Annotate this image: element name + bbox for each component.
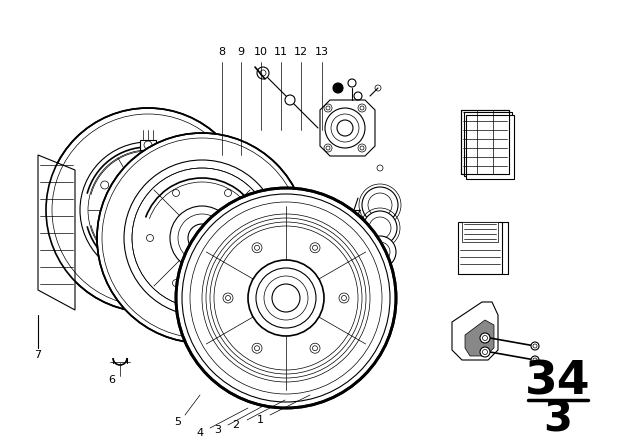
Text: 13: 13	[315, 47, 329, 57]
Circle shape	[255, 346, 259, 351]
Circle shape	[188, 224, 216, 252]
Circle shape	[97, 133, 307, 343]
Circle shape	[136, 198, 160, 222]
Bar	[461, 110, 509, 174]
Text: 3: 3	[214, 425, 221, 435]
Circle shape	[225, 296, 230, 301]
Bar	[140, 140, 156, 150]
Circle shape	[285, 95, 295, 105]
Circle shape	[364, 236, 396, 268]
Circle shape	[531, 356, 539, 364]
Text: 34: 34	[525, 359, 591, 405]
Circle shape	[531, 342, 539, 350]
Circle shape	[255, 245, 259, 250]
Bar	[461, 110, 509, 174]
Text: 11: 11	[274, 47, 288, 57]
Polygon shape	[320, 100, 375, 156]
Circle shape	[337, 120, 353, 136]
Text: 4: 4	[196, 428, 204, 438]
Text: 9: 9	[237, 47, 244, 57]
Polygon shape	[452, 302, 498, 360]
Circle shape	[326, 146, 330, 150]
Bar	[466, 115, 514, 179]
Circle shape	[362, 187, 398, 223]
Circle shape	[312, 245, 317, 250]
Polygon shape	[465, 320, 494, 356]
Circle shape	[312, 346, 317, 351]
Bar	[458, 222, 502, 274]
Text: 2: 2	[232, 420, 239, 430]
Text: 1: 1	[257, 415, 264, 425]
Text: 12: 12	[294, 47, 308, 57]
Text: 3: 3	[543, 399, 573, 441]
Circle shape	[480, 333, 490, 343]
Text: 7: 7	[35, 350, 42, 360]
Circle shape	[342, 296, 346, 301]
Bar	[462, 222, 498, 242]
Circle shape	[369, 217, 391, 239]
Circle shape	[333, 83, 343, 93]
Text: 5: 5	[175, 417, 182, 427]
Text: 6: 6	[109, 375, 115, 385]
Text: 8: 8	[218, 47, 225, 57]
Circle shape	[480, 347, 490, 357]
Circle shape	[257, 67, 269, 79]
Polygon shape	[38, 155, 75, 310]
Circle shape	[46, 108, 250, 312]
Circle shape	[368, 193, 392, 217]
Circle shape	[176, 188, 396, 408]
Circle shape	[325, 108, 365, 148]
Circle shape	[370, 242, 390, 262]
Circle shape	[360, 106, 364, 110]
Circle shape	[360, 146, 364, 150]
Bar	[463, 112, 511, 177]
Text: 10: 10	[254, 47, 268, 57]
Circle shape	[326, 106, 330, 110]
Circle shape	[363, 211, 397, 245]
Circle shape	[272, 284, 300, 312]
